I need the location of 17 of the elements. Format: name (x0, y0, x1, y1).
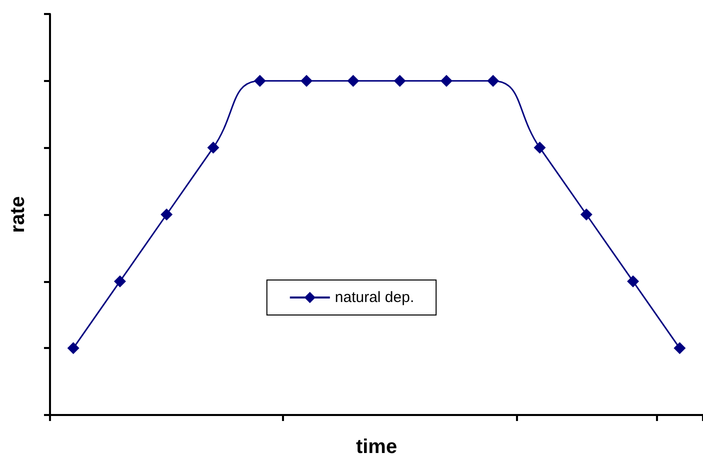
y-axis-title: rate (7, 196, 29, 233)
point (580, 208, 592, 220)
point (534, 142, 546, 154)
x-axis-title: time (356, 436, 398, 458)
point (67, 342, 80, 354)
legend-label: natural dep. (334, 289, 414, 306)
point (160, 208, 173, 220)
point (627, 275, 640, 288)
point (394, 74, 406, 87)
point (114, 275, 126, 288)
point (487, 74, 500, 87)
point (440, 74, 452, 87)
point (254, 74, 266, 87)
point (300, 74, 313, 87)
point (674, 342, 686, 354)
point (207, 142, 220, 154)
point (347, 74, 360, 87)
